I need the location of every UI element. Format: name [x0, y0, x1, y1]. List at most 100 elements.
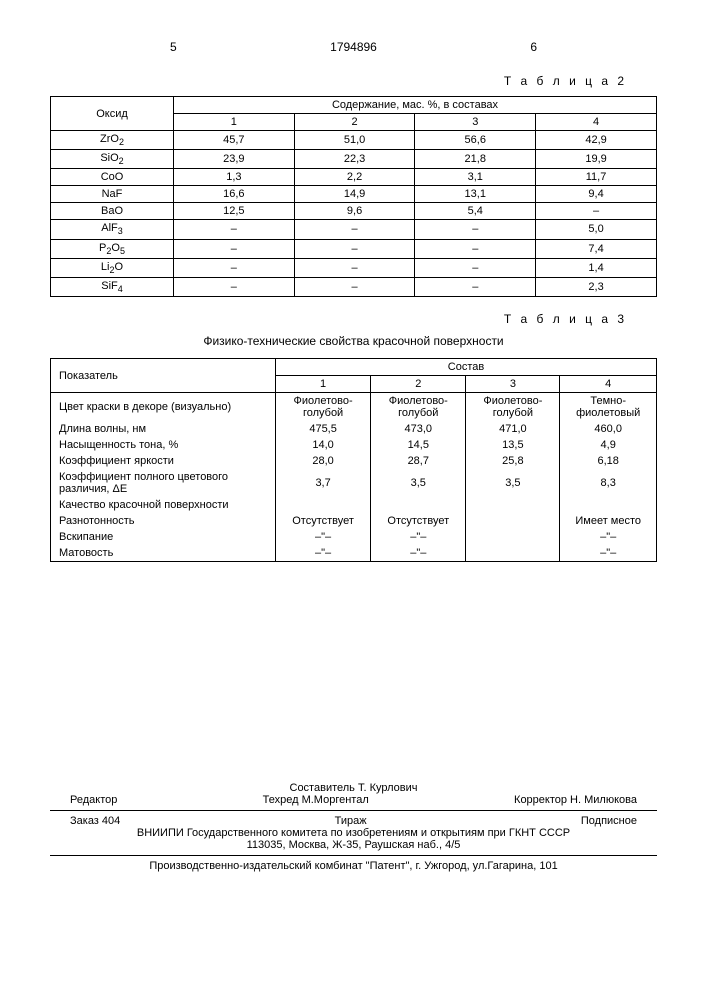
table-row: AlF3–––5,0 [51, 220, 657, 239]
value-cell: Имеет место [560, 513, 657, 529]
value-cell: 2,2 [294, 169, 415, 186]
table2-col: 1 [174, 114, 295, 131]
table3-label: Т а б л и ц а 3 [50, 312, 627, 326]
table-row: SiO223,922,321,819,9 [51, 150, 657, 169]
indicator-cell: Цвет краски в декоре (визуально) [51, 393, 276, 422]
value-cell: 471,0 [466, 421, 560, 437]
value-cell [466, 529, 560, 545]
oxide-cell: Li2O [51, 258, 174, 277]
table3-col: 3 [466, 376, 560, 393]
value-cell: 9,6 [294, 203, 415, 220]
value-cell: – [415, 258, 536, 277]
value-cell: Отсутствует [276, 513, 371, 529]
indicator-cell: Коэффициент полного цветового различия, … [51, 469, 276, 497]
value-cell: –"– [276, 529, 371, 545]
value-cell: –"– [371, 529, 466, 545]
table2-col: 4 [536, 114, 657, 131]
footer-tech: Техред М.Моргентал [263, 794, 369, 806]
table-row: Длина волны, нм475,5473,0471,0460,0 [51, 421, 657, 437]
table-row: ZrO245,751,056,642,9 [51, 131, 657, 150]
value-cell: 475,5 [276, 421, 371, 437]
value-cell: –"– [276, 545, 371, 562]
footer-tirazh: Тираж [335, 815, 367, 827]
value-cell: Отсутствует [371, 513, 466, 529]
value-cell: 23,9 [174, 150, 295, 169]
value-cell: 14,5 [371, 437, 466, 453]
value-cell: –"– [560, 545, 657, 562]
value-cell: – [294, 220, 415, 239]
value-cell: 45,7 [174, 131, 295, 150]
footer-address: 113035, Москва, Ж-35, Раушская наб., 4/5 [50, 839, 657, 851]
indicator-cell: Качество красочной поверхности [51, 497, 276, 513]
footer-corrector: Корректор Н. Милюкова [514, 794, 637, 806]
indicator-cell: Матовость [51, 545, 276, 562]
value-cell: 11,7 [536, 169, 657, 186]
value-cell [466, 497, 560, 513]
value-cell: 51,0 [294, 131, 415, 150]
table-row: РазнотонностьОтсутствуетОтсутствуетИмеет… [51, 513, 657, 529]
value-cell: 21,8 [415, 150, 536, 169]
oxide-cell: SiF4 [51, 277, 174, 296]
value-cell: – [174, 258, 295, 277]
value-cell: 5,4 [415, 203, 536, 220]
table-row: Коэффициент яркости28,028,725,86,18 [51, 453, 657, 469]
value-cell: 12,5 [174, 203, 295, 220]
oxide-cell: SiO2 [51, 150, 174, 169]
oxide-cell: NaF [51, 186, 174, 203]
table2-label: Т а б л и ц а 2 [50, 74, 627, 88]
oxide-cell: BaO [51, 203, 174, 220]
value-cell: – [294, 258, 415, 277]
value-cell: Темно-фиолетовый [560, 393, 657, 422]
oxide-cell: CoO [51, 169, 174, 186]
table-row: BaO12,59,65,4– [51, 203, 657, 220]
table3-col: 1 [276, 376, 371, 393]
footer: Составитель Т. Курлович Редактор Техред … [50, 782, 657, 872]
table-row: Качество красочной поверхности [51, 497, 657, 513]
value-cell [276, 497, 371, 513]
value-cell: – [536, 203, 657, 220]
oxide-cell: ZrO2 [51, 131, 174, 150]
value-cell: 3,5 [371, 469, 466, 497]
value-cell: 28,7 [371, 453, 466, 469]
value-cell: – [174, 277, 295, 296]
value-cell: 19,9 [536, 150, 657, 169]
value-cell [466, 545, 560, 562]
table-row: Вскипание–"––"––"– [51, 529, 657, 545]
footer-editor: Редактор [70, 794, 117, 806]
value-cell: 8,3 [560, 469, 657, 497]
doc-number: 1794896 [330, 40, 377, 54]
value-cell: 13,1 [415, 186, 536, 203]
footer-publisher: Производственно-издательский комбинат "П… [50, 860, 657, 872]
table-row: Матовость–"––"––"– [51, 545, 657, 562]
value-cell: Фиолетово-голубой [276, 393, 371, 422]
table3-col: 4 [560, 376, 657, 393]
value-cell: –"– [371, 545, 466, 562]
value-cell: 5,0 [536, 220, 657, 239]
value-cell: 42,9 [536, 131, 657, 150]
footer-sub: Подписное [581, 815, 637, 827]
value-cell: 25,8 [466, 453, 560, 469]
page-num-right: 6 [530, 40, 537, 54]
value-cell: 16,6 [174, 186, 295, 203]
value-cell: 1,3 [174, 169, 295, 186]
table-row: Насыщенность тона, %14,014,513,54,9 [51, 437, 657, 453]
value-cell: 2,3 [536, 277, 657, 296]
oxide-cell: AlF3 [51, 220, 174, 239]
footer-composer: Составитель Т. Курлович [50, 782, 657, 794]
value-cell: 14,0 [276, 437, 371, 453]
value-cell [371, 497, 466, 513]
value-cell: 3,1 [415, 169, 536, 186]
value-cell [466, 513, 560, 529]
footer-order: Заказ 404 [70, 815, 120, 827]
indicator-cell: Длина волны, нм [51, 421, 276, 437]
table3-col: 2 [371, 376, 466, 393]
table-row: CoO1,32,23,111,7 [51, 169, 657, 186]
value-cell: – [415, 239, 536, 258]
value-cell: 6,18 [560, 453, 657, 469]
table-row: Цвет краски в декоре (визуально)Фиолетов… [51, 393, 657, 422]
value-cell: – [294, 239, 415, 258]
value-cell [560, 497, 657, 513]
value-cell: 473,0 [371, 421, 466, 437]
table-row: P2O5–––7,4 [51, 239, 657, 258]
value-cell: 3,7 [276, 469, 371, 497]
